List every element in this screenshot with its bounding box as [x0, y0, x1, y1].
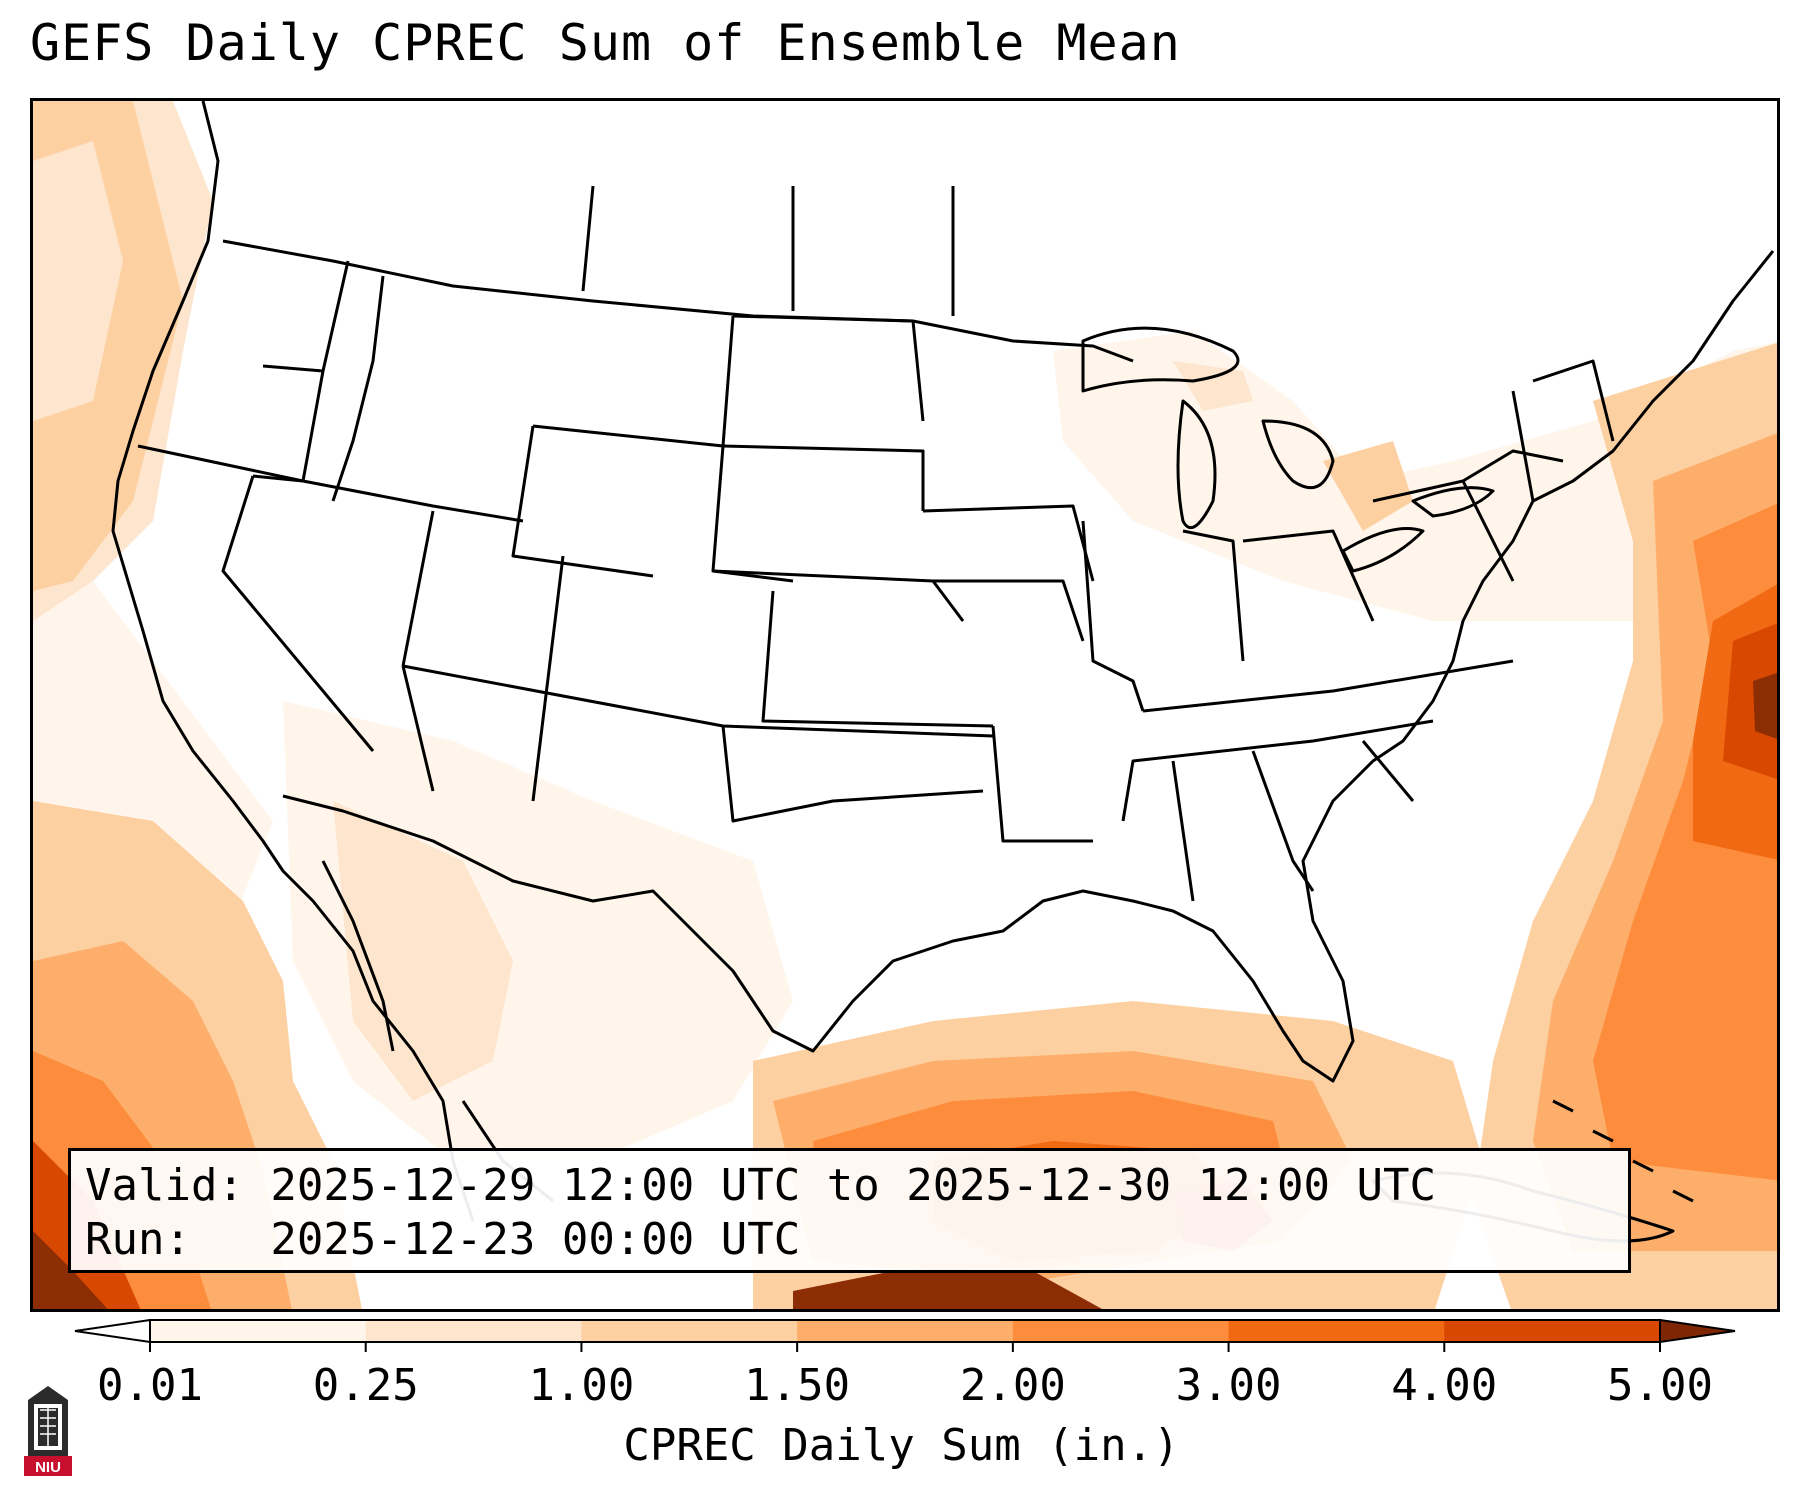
colorbar-tick-label: 4.00	[1391, 1360, 1497, 1411]
colorbar-segment	[797, 1320, 1014, 1342]
colorbar-outline	[149, 1319, 1661, 1343]
colorbar: 0.01 0.25 1.00 1.50 2.00 3.00 4.00 5.00	[74, 1318, 1736, 1411]
colorbar-tick-label: 1.50	[744, 1360, 850, 1411]
colorbar-tick-label: 5.00	[1607, 1360, 1713, 1411]
colorbar-tick-label: 3.00	[1176, 1360, 1282, 1411]
colorbar-label: CPREC Daily Sum (in.)	[623, 1420, 1180, 1471]
colorbar-under-extension	[74, 1318, 151, 1344]
logo-text: NIU	[35, 1459, 61, 1476]
run-time-line: Run: 2025-12-23 00:00 UTC	[85, 1214, 801, 1265]
colorbar-over-extension	[1659, 1318, 1736, 1344]
colorbar-tick-label: 2.00	[960, 1360, 1066, 1411]
precip-shading	[33, 101, 1777, 1309]
colorbar-segment	[150, 1320, 367, 1342]
colorbar-segments	[74, 1318, 1736, 1344]
colorbar-tick-label: 0.01	[97, 1360, 203, 1411]
map-panel	[30, 98, 1780, 1312]
niu-logo: NIU	[24, 1386, 72, 1476]
colorbar-ticks: 0.01 0.25 1.00 1.50 2.00 3.00 4.00 5.00	[97, 1342, 1713, 1411]
map-title: GEFS Daily CPREC Sum of Ensemble Mean	[30, 14, 1181, 72]
valid-run-info-box: Valid: 2025-12-29 12:00 UTC to 2025-12-3…	[68, 1148, 1631, 1273]
colorbar-segment	[365, 1320, 582, 1342]
valid-time-line: Valid: 2025-12-29 12:00 UTC to 2025-12-3…	[85, 1160, 1437, 1211]
colorbar-tick-label: 0.25	[313, 1360, 419, 1411]
colorbar-segment	[581, 1320, 798, 1342]
colorbar-segment	[1228, 1320, 1445, 1342]
colorbar-tick-label: 1.00	[528, 1360, 634, 1411]
colorbar-segment	[1444, 1320, 1661, 1342]
colorbar-segment	[1012, 1320, 1230, 1342]
precipitation-map	[33, 101, 1777, 1309]
